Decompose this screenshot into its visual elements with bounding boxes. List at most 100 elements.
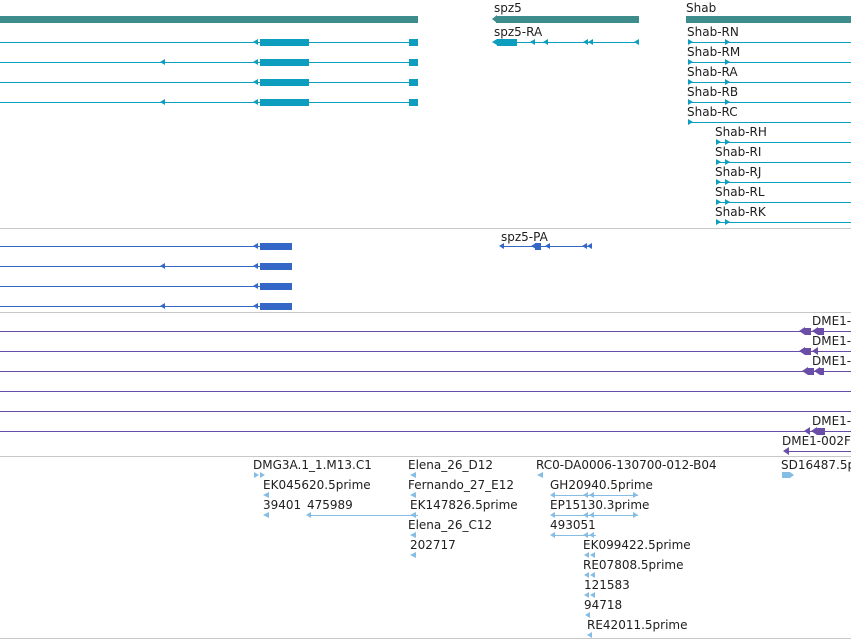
est-label[interactable]: RE42011.5prime: [587, 618, 688, 632]
gene-bar-left[interactable]: [0, 16, 418, 23]
transcript-cds-block[interactable]: [260, 99, 309, 106]
transcript-intron-line[interactable]: [688, 122, 851, 123]
transcript-label-shab-rh[interactable]: Shab-RH: [715, 125, 767, 139]
protein-block[interactable]: [260, 283, 292, 290]
transcript-cds-block[interactable]: [260, 39, 309, 46]
est-label[interactable]: RE07808.5prime: [583, 558, 684, 572]
est-label[interactable]: 94718: [584, 598, 623, 612]
transcript-label-shab-rj[interactable]: Shab-RJ: [715, 165, 762, 179]
est-label[interactable]: Elena_26_C12: [408, 518, 493, 532]
transcript-intron-line[interactable]: [716, 162, 851, 163]
protein-line[interactable]: [0, 246, 292, 247]
gene-label-shab[interactable]: Shab: [686, 1, 717, 15]
transcript-exon-block[interactable]: [409, 59, 418, 66]
transcript-label-shab-rl[interactable]: Shab-RL: [715, 185, 765, 199]
transcript-intron-line[interactable]: [0, 62, 418, 63]
est-block[interactable]: [782, 472, 790, 478]
est-line[interactable]: [552, 495, 638, 496]
alignment-line[interactable]: [0, 391, 851, 392]
gene-label-spz5[interactable]: spz5: [494, 1, 522, 15]
alignment-line[interactable]: [0, 371, 851, 372]
est-label[interactable]: EK045620.5prime: [263, 478, 371, 492]
transcript-intron-line[interactable]: [0, 102, 418, 103]
strand-arrow-icon: [725, 199, 730, 205]
alignment-block[interactable]: [805, 328, 811, 335]
alignment-line[interactable]: [0, 331, 851, 332]
est-label[interactable]: DMG3A.1_1.M13.C1: [253, 458, 372, 472]
transcript-intron-line[interactable]: [494, 42, 639, 43]
est-label[interactable]: SD16487.5p: [781, 458, 851, 472]
transcript-intron-line[interactable]: [716, 222, 851, 223]
est-label[interactable]: EK147826.5prime: [410, 498, 518, 512]
transcript-cds-block[interactable]: [260, 59, 309, 66]
transcript-intron-line[interactable]: [688, 102, 851, 103]
alignment-line[interactable]: [0, 411, 851, 412]
alignment-label[interactable]: DME1-: [812, 354, 851, 368]
transcript-intron-line[interactable]: [716, 182, 851, 183]
alignment-label[interactable]: DME1-: [812, 414, 851, 428]
protein-label-spz5-pa[interactable]: spz5-PA: [501, 230, 548, 244]
strand-arrow-icon: [550, 512, 555, 518]
transcript-intron-line[interactable]: [716, 142, 851, 143]
est-line[interactable]: [308, 515, 418, 516]
alignment-line[interactable]: [0, 351, 851, 352]
est-label[interactable]: GH20940.5prime: [550, 478, 653, 492]
transcript-intron-line[interactable]: [688, 62, 851, 63]
alignment-line[interactable]: [786, 451, 851, 452]
transcript-intron-line[interactable]: [0, 42, 418, 43]
est-label[interactable]: EP15130.3prime: [550, 498, 650, 512]
transcript-label-shab-rc[interactable]: Shab-RC: [687, 105, 738, 119]
protein-block[interactable]: [260, 303, 292, 310]
transcript-intron-line[interactable]: [0, 82, 418, 83]
transcript-intron-line[interactable]: [716, 202, 851, 203]
transcript-label-shab-rm[interactable]: Shab-RM: [687, 45, 741, 59]
transcript-exon-block[interactable]: [409, 79, 418, 86]
transcript-label-shab-rn[interactable]: Shab-RN: [687, 25, 739, 39]
est-line[interactable]: [552, 515, 638, 516]
est-label[interactable]: 121583: [584, 578, 630, 592]
protein-block[interactable]: [260, 243, 292, 250]
est-label[interactable]: RC0-DA0006-130700-012-B04: [536, 458, 717, 472]
transcript-intron-line[interactable]: [688, 42, 851, 43]
protein-block[interactable]: [535, 243, 541, 250]
protein-block[interactable]: [260, 263, 292, 270]
transcript-label-spz5-ra[interactable]: spz5-RA: [494, 25, 543, 39]
est-label[interactable]: 475989: [307, 498, 353, 512]
gene-bar-spz5[interactable]: [496, 16, 639, 23]
protein-line[interactable]: [0, 266, 292, 267]
transcript-exon-block[interactable]: [409, 99, 418, 106]
est-label[interactable]: Elena_26_D12: [408, 458, 494, 472]
track-separator: [0, 456, 851, 457]
alignment-label[interactable]: DME1-002F: [782, 434, 851, 448]
strand-arrow-icon: [590, 592, 595, 598]
alignment-block[interactable]: [818, 328, 824, 335]
alignment-block[interactable]: [808, 368, 814, 375]
transcript-label-shab-ri[interactable]: Shab-RI: [715, 145, 762, 159]
transcript-cds-block[interactable]: [260, 79, 309, 86]
alignment-label[interactable]: DME1-: [812, 334, 851, 348]
protein-line[interactable]: [0, 286, 292, 287]
alignment-block[interactable]: [817, 428, 825, 435]
transcript-label-shab-ra[interactable]: Shab-RA: [687, 65, 738, 79]
protein-line[interactable]: [0, 306, 292, 307]
strand-arrow-icon: [584, 572, 589, 578]
transcript-exon-block[interactable]: [409, 39, 418, 46]
alignment-line[interactable]: [0, 431, 851, 432]
gene-bar-shab[interactable]: [686, 16, 851, 23]
alignment-label[interactable]: DME1-: [812, 314, 851, 328]
est-line[interactable]: [552, 535, 596, 536]
est-label[interactable]: 493051: [550, 518, 596, 532]
est-label[interactable]: EK099422.5prime: [583, 538, 691, 552]
alignment-block[interactable]: [820, 368, 824, 375]
transcript-label-shab-rk[interactable]: Shab-RK: [715, 205, 766, 219]
transcript-label-shab-rb[interactable]: Shab-RB: [687, 85, 739, 99]
strand-arrow-icon: [585, 612, 590, 618]
transcript-exon-block[interactable]: [497, 39, 517, 46]
est-label[interactable]: 39401: [263, 498, 302, 512]
alignment-block[interactable]: [805, 348, 811, 355]
est-label[interactable]: 202717: [410, 538, 456, 552]
strand-arrow-icon: [492, 15, 497, 23]
transcript-intron-line[interactable]: [688, 82, 851, 83]
est-label[interactable]: Fernando_27_E12: [408, 478, 514, 492]
